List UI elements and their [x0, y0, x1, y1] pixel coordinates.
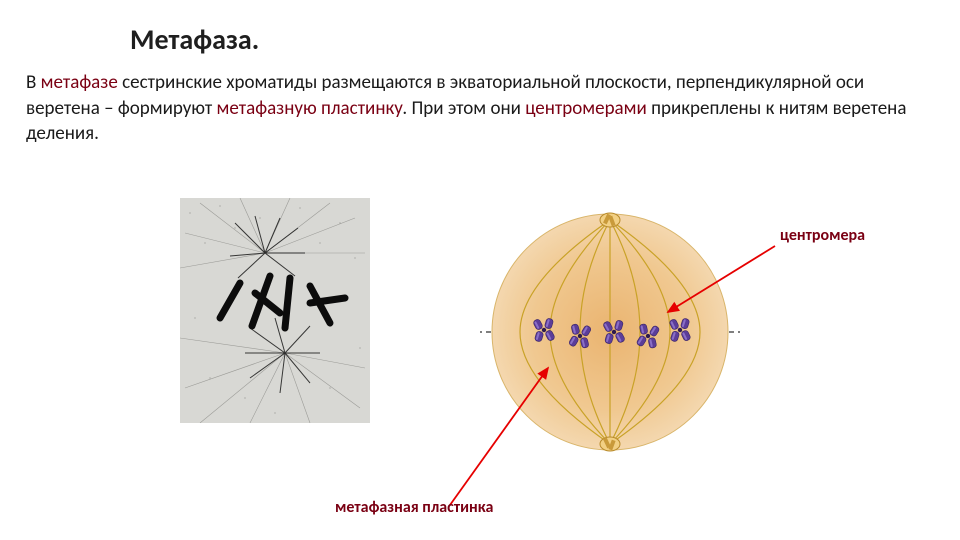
label-centromere: центромера [780, 226, 865, 245]
micrograph-image [180, 198, 370, 423]
centrosome-bottom [600, 437, 620, 451]
txt-3: . При этом они [402, 97, 525, 120]
kw-centromere: центромерами [525, 97, 647, 120]
kw-plate: метафазную пластинку [217, 97, 403, 120]
description-paragraph: В метафазе сестринские хроматиды размеща… [26, 70, 926, 147]
centrosome-top [600, 213, 620, 227]
txt-1: В [26, 71, 41, 94]
cell-diagram [480, 202, 740, 462]
kw-metaphase: метафазе [41, 71, 118, 94]
page-title: Метафаза. [130, 22, 259, 57]
label-metaphase-plate: метафазная пластинка [335, 498, 493, 517]
